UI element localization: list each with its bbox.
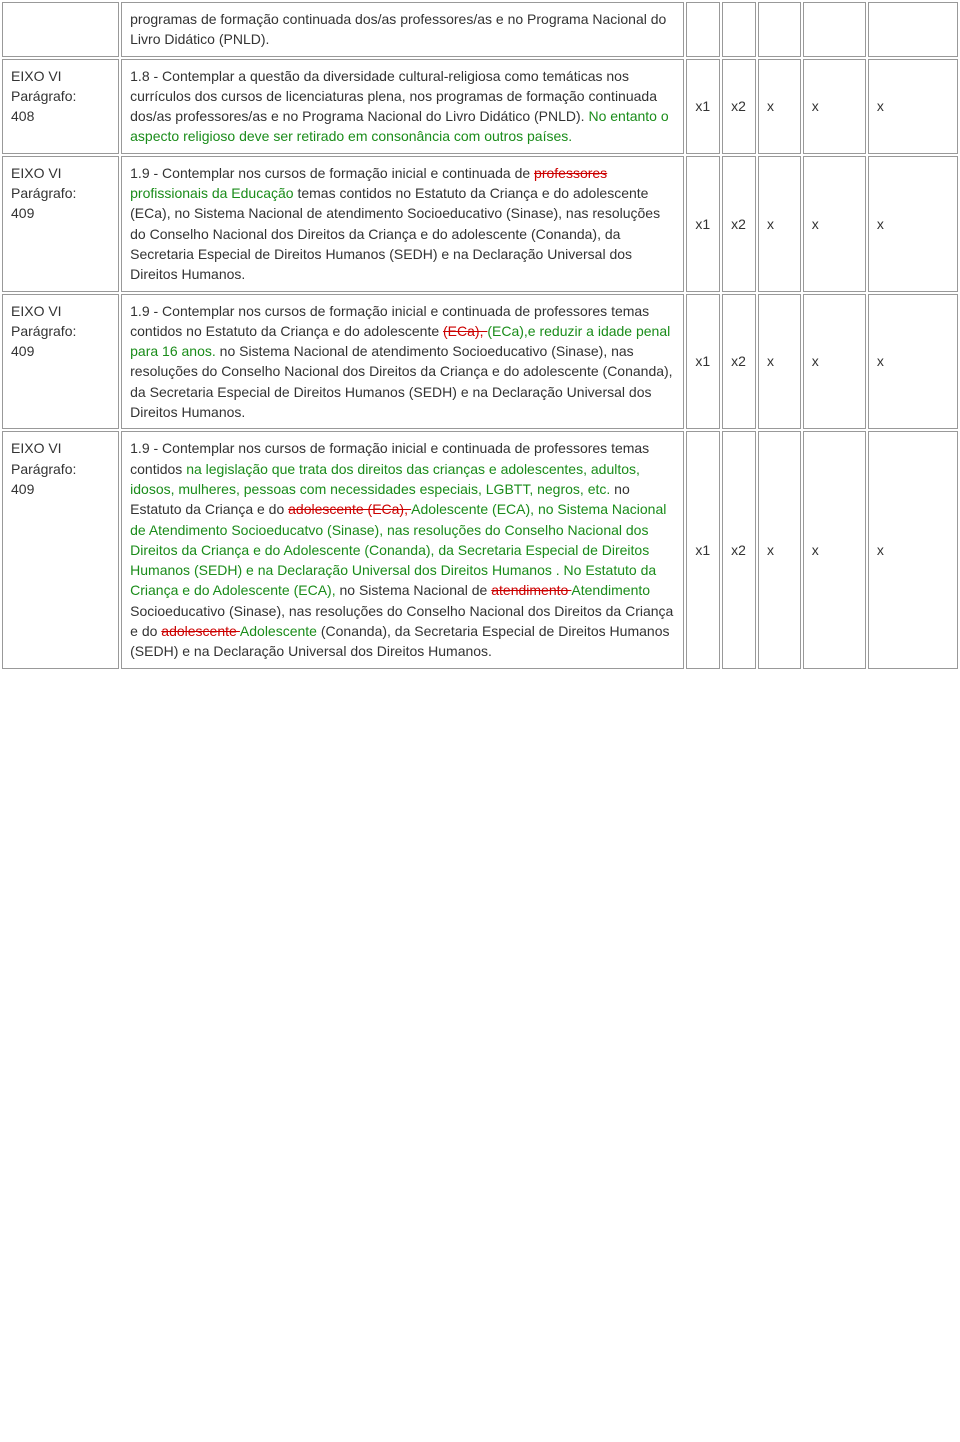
mark-cell-c3: x1 <box>686 294 720 430</box>
mark-cell-c5: x <box>758 156 801 292</box>
reference-cell <box>2 2 119 57</box>
content-cell: 1.9 - Contemplar nos cursos de formação … <box>121 156 684 292</box>
content-cell: 1.9 - Contemplar nos cursos de formação … <box>121 294 684 430</box>
mark-cell-c4: x2 <box>722 431 756 668</box>
paragrafo-label: Parágrafo: <box>11 183 110 203</box>
reference-cell: EIXO VIParágrafo:409 <box>2 156 119 292</box>
mark-cell-c5: x <box>758 294 801 430</box>
paragrafo-number: 409 <box>11 479 110 499</box>
mark-cell-c4 <box>722 2 756 57</box>
content-cell: 1.9 - Contemplar nos cursos de formação … <box>121 431 684 668</box>
plain-text: programas de formação continuada dos/as … <box>130 11 666 47</box>
mark-cell-c5: x <box>758 431 801 668</box>
mark-cell-c6: x <box>803 431 866 668</box>
mark-cell-c4: x2 <box>722 59 756 154</box>
mark-cell-c6: x <box>803 59 866 154</box>
mark-cell-c3: x1 <box>686 156 720 292</box>
table-body: programas de formação continuada dos/as … <box>2 2 958 669</box>
table-row: EIXO VIParágrafo:4091.9 - Contemplar nos… <box>2 294 958 430</box>
removed-text: adolescente <box>161 623 240 639</box>
mark-cell-c6: x <box>803 156 866 292</box>
mark-cell-c7: x <box>868 59 958 154</box>
table-row: EIXO VIParágrafo:4091.9 - Contemplar nos… <box>2 431 958 668</box>
mark-cell-c6: x <box>803 294 866 430</box>
plain-text: 1.8 - Contemplar a questão da diversidad… <box>130 68 657 125</box>
content-cell: 1.8 - Contemplar a questão da diversidad… <box>121 59 684 154</box>
eixo-label: EIXO VI <box>11 66 110 86</box>
eixo-label: EIXO VI <box>11 438 110 458</box>
mark-cell-c7 <box>868 2 958 57</box>
table-row: EIXO VIParágrafo:4081.8 - Contemplar a q… <box>2 59 958 154</box>
reference-cell: EIXO VIParágrafo:409 <box>2 431 119 668</box>
added-text: Adolescente <box>240 623 321 639</box>
mark-cell-c7: x <box>868 156 958 292</box>
paragrafo-number: 408 <box>11 106 110 126</box>
mark-cell-c4: x2 <box>722 156 756 292</box>
amendments-table: programas de formação continuada dos/as … <box>0 0 960 671</box>
mark-cell-c7: x <box>868 431 958 668</box>
mark-cell-c4: x2 <box>722 294 756 430</box>
mark-cell-c3: x1 <box>686 59 720 154</box>
eixo-label: EIXO VI <box>11 163 110 183</box>
content-cell: programas de formação continuada dos/as … <box>121 2 684 57</box>
added-text: na legislação que trata dos direitos das… <box>130 461 640 497</box>
reference-cell: EIXO VIParágrafo:409 <box>2 294 119 430</box>
table-row: EIXO VIParágrafo:409 1.9 - Contemplar nos… <box>2 156 958 292</box>
eixo-label: EIXO VI <box>11 301 110 321</box>
removed-text: (ECa), <box>443 323 487 339</box>
paragrafo-label: Parágrafo: <box>11 459 110 479</box>
removed-text: professores <box>534 165 607 181</box>
reference-cell: EIXO VIParágrafo:408 <box>2 59 119 154</box>
added-text: profissionais da Educação <box>130 185 297 201</box>
paragrafo-label: Parágrafo: <box>11 86 110 106</box>
mark-cell-c5 <box>758 2 801 57</box>
removed-text: atendimento <box>491 582 571 598</box>
table-row: programas de formação continuada dos/as … <box>2 2 958 57</box>
mark-cell-c7: x <box>868 294 958 430</box>
plain-text: 1.9 - Contemplar nos cursos de formação … <box>130 165 534 181</box>
mark-cell-c5: x <box>758 59 801 154</box>
paragrafo-number: 409 <box>11 203 110 223</box>
mark-cell-c3 <box>686 2 720 57</box>
mark-cell-c6 <box>803 2 866 57</box>
paragrafo-number: 409 <box>11 341 110 361</box>
paragrafo-label: Parágrafo: <box>11 321 110 341</box>
plain-text: no Sistema Nacional de <box>339 582 491 598</box>
removed-text: adolescente (ECa), <box>288 501 411 517</box>
mark-cell-c3: x1 <box>686 431 720 668</box>
added-text: Atendimento <box>571 582 650 598</box>
